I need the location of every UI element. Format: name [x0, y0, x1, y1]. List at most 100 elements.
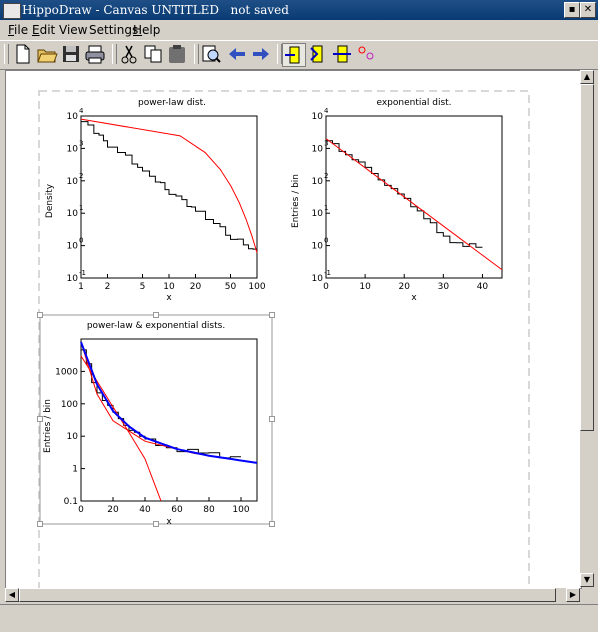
x-tick-label: 10 [163, 282, 175, 292]
x-tick-label: 1 [78, 282, 84, 292]
y-tick-exponent: -1 [324, 269, 331, 277]
copy-icon[interactable] [142, 43, 164, 65]
y-tick-exponent: 1 [79, 204, 83, 212]
y-tick-exponent: 4 [324, 107, 329, 115]
chart-title: power-law dist. [138, 98, 206, 108]
y-tick-label: 10 [67, 209, 79, 219]
cut-icon[interactable] [118, 43, 140, 65]
forward-arrow-icon[interactable] [250, 43, 272, 65]
y-tick-label: 10 [312, 242, 324, 252]
resize-handle[interactable] [269, 416, 275, 422]
y-tick-label: 10 [312, 112, 324, 122]
selection-box [39, 314, 273, 525]
new-file-icon[interactable] [12, 43, 34, 65]
align-right-icon[interactable] [331, 43, 353, 65]
y-tick-label: 100 [61, 400, 78, 410]
horizontal-scroll-thumb[interactable] [19, 588, 556, 602]
data-histogram [326, 140, 483, 248]
y-tick-exponent: 2 [79, 172, 83, 180]
x-tick-label: 20 [107, 505, 119, 515]
window-title: HippoDraw - Canvas UNTITLED not saved [22, 3, 289, 17]
y-tick-label: 10 [312, 209, 324, 219]
pick-points-icon[interactable] [355, 43, 377, 65]
x-tick-label: 50 [225, 282, 237, 292]
menu-help[interactable]: Help [133, 23, 161, 37]
resize-handle[interactable] [153, 521, 159, 527]
resize-handle[interactable] [153, 312, 159, 318]
minimize-button[interactable]: ▪ [564, 2, 580, 18]
plot-frame [325, 115, 503, 279]
y-tick-label: 10 [312, 177, 324, 187]
plot-exponential[interactable]: exponential dist. 0 10 20 30 4010-1100101102… [291, 98, 503, 303]
y-tick-label: 10 [67, 177, 79, 187]
vertical-scrollbar[interactable]: ▲ ▼ [580, 70, 594, 587]
menu-file[interactable]: File [8, 23, 29, 37]
resize-handle[interactable] [37, 312, 43, 318]
back-arrow-icon[interactable] [226, 43, 248, 65]
scroll-down-button[interactable]: ▼ [580, 573, 594, 587]
toolbar [0, 40, 598, 70]
y-tick-label: 0.1 [64, 497, 78, 507]
toolbar-grip-3[interactable] [194, 44, 199, 64]
x-tick-label: 0 [78, 505, 84, 515]
y-tick-exponent: -1 [79, 269, 86, 277]
paste-icon[interactable] [166, 43, 188, 65]
close-button[interactable]: ✕ [580, 2, 596, 18]
y-tick-label: 10 [67, 432, 79, 442]
resize-handle[interactable] [269, 521, 275, 527]
menubar: File Edit View Settings Help [0, 20, 598, 40]
x-tick-label: 5 [140, 282, 146, 292]
y-tick-label: 10 [67, 144, 79, 154]
plot-power-law[interactable]: power-law dist. 1 2 5 10 20 50 10010-110010110… [45, 98, 266, 303]
resize-handle[interactable] [37, 416, 43, 422]
resize-handle[interactable] [269, 312, 275, 318]
y-tick-exponent: 3 [324, 139, 328, 147]
toolbar-grip[interactable] [4, 44, 9, 64]
window-titlebar[interactable]: HippoDraw - Canvas UNTITLED not saved ▪ … [0, 0, 598, 20]
app-icon [3, 3, 21, 19]
fit-exponential [80, 355, 162, 502]
y-tick-exponent: 1 [324, 204, 328, 212]
menu-view[interactable]: View [59, 23, 88, 37]
zoom-icon[interactable] [200, 43, 222, 65]
y-tick-exponent: 4 [79, 107, 84, 115]
save-icon[interactable] [60, 43, 82, 65]
scroll-left-button[interactable]: ◀ [5, 588, 19, 602]
x-tick-label: 60 [171, 505, 183, 515]
plot-frame [80, 338, 258, 502]
y-tick-exponent: 3 [79, 139, 83, 147]
canvas-view[interactable]: power-law dist. 1 2 5 10 20 50 100 10 -1 10 0 10 1 10… [5, 70, 582, 589]
selection-handles [37, 312, 275, 527]
toolbar-grip-2[interactable] [112, 44, 117, 64]
y-tick-label: 10 [67, 242, 79, 252]
horizontal-scrollbar[interactable]: ◀ ▶ [5, 588, 580, 602]
print-icon[interactable] [84, 43, 106, 65]
x-tick-label: 20 [398, 282, 410, 292]
x-tick-label: 0 [323, 282, 329, 292]
scroll-up-button[interactable]: ▲ [580, 70, 594, 84]
x-tick-label: 2 [105, 282, 111, 292]
menu-edit[interactable]: Edit [32, 23, 56, 37]
x-tick-label: 100 [232, 505, 249, 515]
resize-handle[interactable] [37, 521, 43, 527]
chart-title: exponential dist. [376, 98, 451, 108]
align-center-icon[interactable] [307, 43, 329, 65]
y-tick-exponent: 0 [79, 237, 83, 245]
scroll-right-button[interactable]: ▶ [566, 588, 580, 602]
data-histogram [81, 121, 257, 250]
y-axis-label: Entries / bin [43, 399, 53, 453]
x-axis-label: x [411, 293, 417, 303]
menu-settings[interactable]: Settings [89, 23, 139, 37]
vertical-scroll-thumb[interactable] [580, 84, 594, 431]
toolbar-grip-4[interactable] [277, 44, 282, 64]
y-axis-label: Density [45, 183, 55, 218]
plot-combined[interactable]: power-law & exponential dists. 0 20 40 60 80… [37, 312, 275, 528]
fit-line [325, 138, 503, 271]
plot-canvas[interactable]: power-law dist. 1 2 5 10 20 50 10010-110010110… [6, 71, 581, 588]
y-tick-label: 10 [67, 274, 79, 284]
open-folder-icon[interactable] [36, 43, 58, 65]
x-tick-label: 40 [139, 505, 151, 515]
y-tick-label: 1 [72, 465, 78, 475]
status-bar [0, 604, 598, 632]
align-left-icon[interactable] [282, 43, 306, 67]
